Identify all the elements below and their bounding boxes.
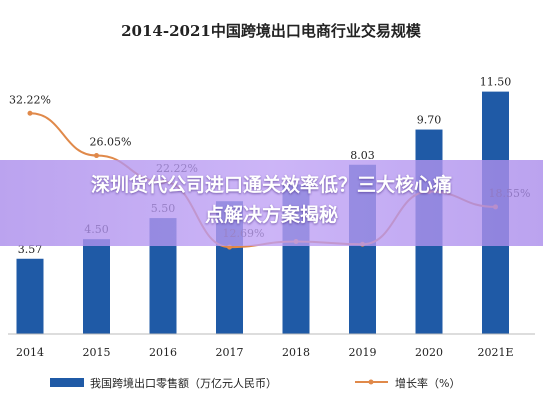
x-tick-2018: 2018	[282, 346, 310, 359]
legend-bar-swatch	[50, 378, 84, 387]
bar-label-2021E: 11.50	[480, 76, 512, 89]
x-tick-2019: 2019	[349, 346, 377, 359]
x-tick-2016: 2016	[149, 346, 177, 359]
bar-label-2019: 8.03	[350, 149, 375, 162]
growth-rate-label-2015: 26.05%	[90, 136, 132, 149]
bar-2015	[83, 239, 110, 334]
growth-rate-point-2015	[94, 153, 99, 159]
bar-label-2020: 9.70	[417, 114, 442, 127]
x-axis-ticks: 2014 2015 2016 2017 2018 2019 2020 2021E	[16, 346, 514, 359]
headline-banner	[0, 160, 543, 246]
legend-line-marker	[368, 379, 374, 385]
growth-rate-label-2014: 32.22%	[9, 93, 51, 106]
headline-line-1: 深圳货代公司进口通关效率低？三大核心痛	[90, 174, 452, 196]
bar-2014	[16, 258, 44, 334]
chart-title: 2014-2021中国跨境出口电商行业交易规模	[121, 22, 422, 40]
legend-bar-label: 我国跨境出口零售额（万亿元人民币）	[90, 376, 277, 390]
x-tick-2021E: 2021E	[477, 346, 513, 359]
legend-line-label: 增长率（%）	[395, 376, 460, 390]
headline-text: 深圳货代公司进口通关效率低？三大核心痛 点解决方案揭秘	[0, 170, 543, 230]
bar-label-2014: 3.57	[18, 243, 43, 256]
growth-rate-point-2014	[27, 110, 33, 116]
x-tick-2014: 2014	[16, 346, 44, 359]
x-tick-2017: 2017	[216, 346, 244, 359]
x-tick-2020: 2020	[415, 346, 443, 359]
headline-line-2: 点解决方案揭秘	[204, 204, 338, 226]
legend: 我国跨境出口零售额（万亿元人民币） 增长率（%）	[50, 376, 460, 390]
x-tick-2015: 2015	[83, 346, 111, 359]
